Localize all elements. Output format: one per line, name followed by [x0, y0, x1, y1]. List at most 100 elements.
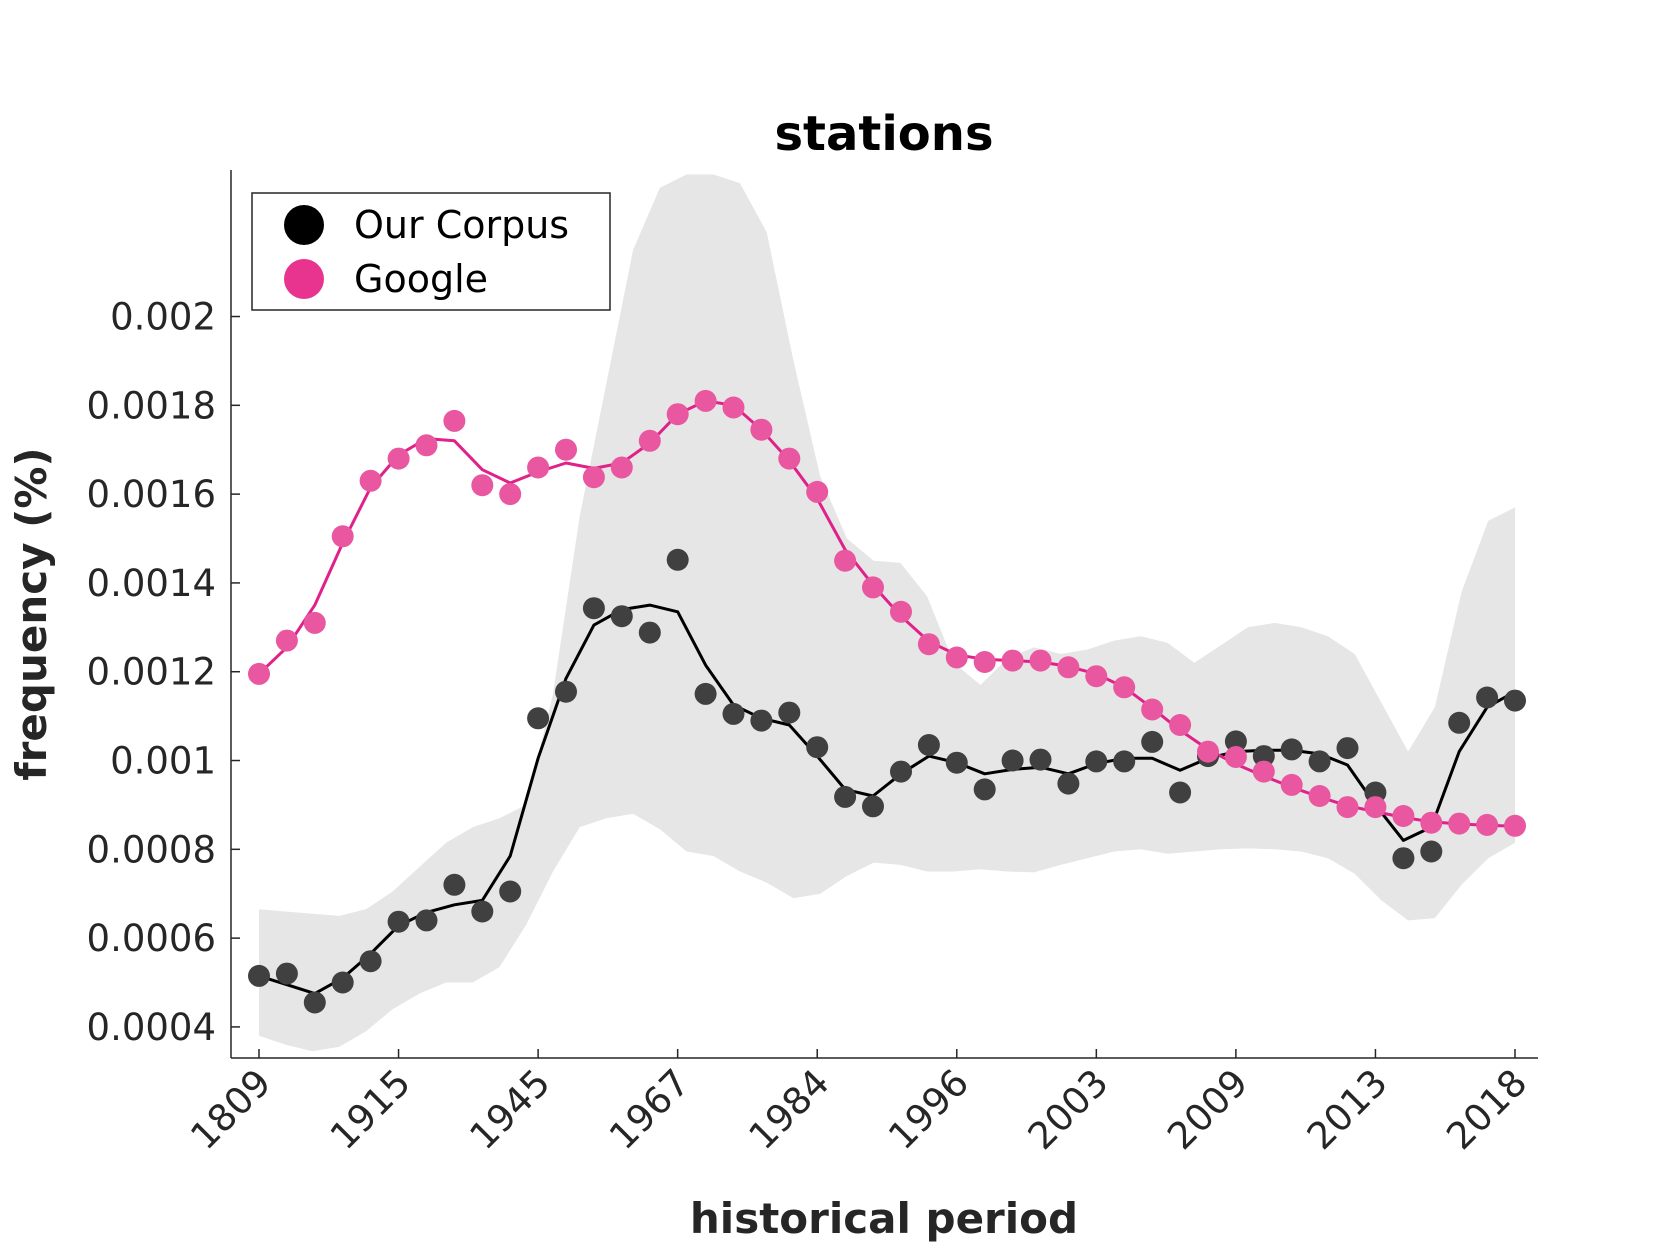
data-point-google: [778, 447, 801, 470]
y-axis-label: frequency (%): [7, 447, 56, 780]
data-point-google: [666, 403, 689, 426]
x-tick-label: 2018: [1438, 1061, 1535, 1158]
data-point-our-corpus: [834, 785, 857, 808]
data-point-our-corpus: [555, 680, 577, 703]
data-point-our-corpus: [1141, 730, 1164, 753]
y-tick-label: 0.0012: [87, 651, 216, 694]
data-point-our-corpus: [973, 778, 996, 801]
data-point-our-corpus: [275, 962, 298, 985]
data-point-google: [973, 651, 996, 673]
confidence-band-layer: [259, 174, 1515, 1052]
data-point-our-corpus: [694, 682, 717, 705]
data-point-our-corpus: [778, 701, 801, 724]
data-point-google: [1141, 698, 1164, 721]
data-point-our-corpus: [1001, 749, 1024, 772]
data-point-our-corpus: [666, 548, 689, 571]
data-point-google: [694, 389, 717, 412]
series-line-our-corpus: [258, 603, 1516, 996]
data-point-our-corpus: [1280, 738, 1303, 761]
data-point-our-corpus: [499, 880, 522, 903]
data-point-google: [582, 466, 605, 489]
data-point-our-corpus: [610, 605, 633, 628]
data-point-google: [1280, 773, 1303, 796]
data-point-our-corpus: [1308, 750, 1331, 773]
data-point-our-corpus: [359, 950, 382, 973]
x-tick-label: 2003: [1020, 1061, 1117, 1158]
data-point-our-corpus: [1420, 840, 1443, 863]
data-point-google: [945, 646, 968, 669]
data-point-our-corpus: [890, 760, 912, 783]
data-point-google: [1169, 714, 1192, 736]
data-point-our-corpus: [303, 991, 326, 1014]
y-ticks: 0.0004 0.0006 0.0008 0.001 0.0012 0.0014 0.001…: [87, 296, 240, 1049]
data-point-our-corpus: [527, 707, 550, 730]
data-point-google: [1252, 760, 1275, 783]
y-tick-label: 0.0016: [87, 473, 216, 516]
legend: Our Corpus Google: [251, 192, 611, 311]
data-point-google: [471, 474, 494, 497]
data-point-our-corpus: [917, 734, 940, 756]
data-point-google: [387, 447, 410, 470]
data-point-our-corpus: [1392, 847, 1415, 870]
data-point-our-corpus: [806, 736, 829, 759]
data-point-google: [359, 469, 382, 492]
data-point-our-corpus: [1113, 750, 1136, 773]
data-point-google: [499, 483, 522, 506]
data-point-our-corpus: [443, 873, 466, 896]
data-point-google: [527, 456, 550, 479]
data-point-google: [834, 549, 857, 572]
data-point-our-corpus: [1085, 750, 1108, 773]
data-point-google: [1504, 814, 1526, 837]
x-tick-label: 1984: [741, 1061, 838, 1158]
data-point-google: [1448, 812, 1471, 835]
y-tick-label: 0.0004: [87, 1006, 216, 1049]
x-tick-label: 2009: [1159, 1061, 1256, 1158]
data-point-google: [862, 576, 884, 599]
data-point-google: [1420, 811, 1443, 834]
legend-label-google: Google: [354, 257, 488, 301]
data-point-google: [1029, 649, 1052, 672]
marker-layer: [248, 389, 1526, 1014]
data-point-google: [1308, 785, 1331, 807]
data-point-our-corpus: [331, 971, 354, 994]
data-point-our-corpus: [1448, 711, 1471, 734]
y-tick-label: 0.002: [110, 296, 216, 339]
data-point-our-corpus: [638, 621, 661, 644]
data-point-our-corpus: [582, 597, 605, 620]
data-point-google: [1197, 740, 1219, 763]
x-tick-label: 1996: [880, 1061, 977, 1158]
data-point-google: [806, 480, 829, 503]
line-layer: [257, 399, 1516, 996]
data-point-google: [722, 396, 745, 419]
y-tick-label: 0.001: [110, 740, 216, 783]
legend-marker-our-corpus: [284, 205, 324, 245]
y-tick-label: 0.0018: [87, 384, 216, 427]
data-point-our-corpus: [1336, 737, 1359, 760]
data-point-our-corpus: [248, 964, 270, 987]
data-point-google: [303, 611, 326, 634]
x-tick-label: 1809: [182, 1061, 279, 1158]
data-point-google: [1113, 676, 1136, 699]
data-point-our-corpus: [945, 751, 968, 774]
data-point-our-corpus: [471, 900, 494, 923]
axes: [230, 170, 1538, 1059]
data-point-our-corpus: [415, 909, 438, 932]
data-point-our-corpus: [750, 709, 773, 732]
series-points-google: [248, 389, 1526, 837]
data-point-our-corpus: [1057, 772, 1080, 795]
x-axis-label: historical period: [690, 1194, 1078, 1243]
y-tick-label: 0.0006: [87, 917, 216, 960]
confidence-band: [259, 174, 1515, 1052]
x-ticks: 1809 1915 1945 1967 1984 1996 2003 2009 2013 2018: [182, 1049, 1535, 1158]
data-point-google: [415, 434, 438, 457]
data-point-google: [1057, 656, 1080, 679]
x-tick-label: 1967: [601, 1061, 698, 1158]
data-point-google: [555, 438, 577, 461]
data-point-our-corpus: [1476, 686, 1499, 709]
data-point-our-corpus: [1224, 730, 1247, 753]
data-point-google: [750, 418, 773, 441]
data-point-google: [1364, 796, 1387, 819]
data-point-google: [1336, 796, 1359, 819]
data-point-google: [1085, 665, 1108, 688]
